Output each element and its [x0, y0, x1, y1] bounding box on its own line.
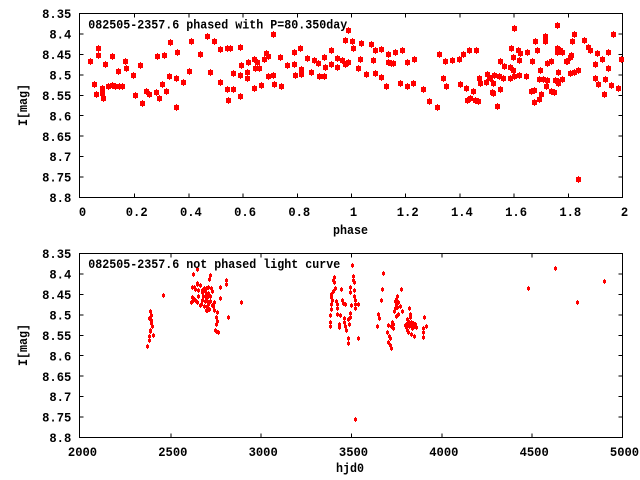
- svg-text:8.55: 8.55: [42, 89, 71, 104]
- svg-text:0.4: 0.4: [180, 205, 202, 220]
- svg-text:5000: 5000: [610, 445, 639, 460]
- svg-text:8.35: 8.35: [42, 247, 71, 262]
- svg-text:1.4: 1.4: [451, 205, 473, 220]
- svg-text:phase: phase: [333, 223, 368, 238]
- svg-text:8.8: 8.8: [49, 191, 71, 206]
- svg-text:8.65: 8.65: [42, 370, 71, 385]
- svg-text:8.75: 8.75: [42, 411, 71, 426]
- svg-text:8.4: 8.4: [49, 28, 71, 43]
- svg-text:0.2: 0.2: [126, 205, 148, 220]
- svg-text:082505-2357.6 phased with P=80: 082505-2357.6 phased with P=80.350day: [88, 17, 347, 32]
- svg-text:8.75: 8.75: [42, 171, 71, 186]
- svg-text:1.6: 1.6: [505, 205, 527, 220]
- svg-text:2: 2: [621, 205, 628, 220]
- svg-text:8.8: 8.8: [49, 431, 71, 446]
- svg-text:8.35: 8.35: [42, 7, 71, 22]
- svg-text:3000: 3000: [249, 445, 278, 460]
- svg-text:8.45: 8.45: [42, 48, 71, 63]
- svg-text:8.6: 8.6: [49, 349, 71, 364]
- svg-text:1: 1: [350, 205, 357, 220]
- svg-text:8.5: 8.5: [49, 68, 71, 83]
- svg-text:4500: 4500: [520, 445, 549, 460]
- svg-text:1.2: 1.2: [397, 205, 419, 220]
- svg-text:hjd0: hjd0: [336, 461, 364, 476]
- svg-text:4000: 4000: [429, 445, 458, 460]
- svg-text:0.6: 0.6: [234, 205, 256, 220]
- svg-text:I[mag]: I[mag]: [16, 84, 31, 126]
- svg-text:2500: 2500: [158, 445, 187, 460]
- svg-text:8.7: 8.7: [49, 390, 71, 405]
- svg-text:8.45: 8.45: [42, 288, 71, 303]
- svg-text:I[mag]: I[mag]: [16, 324, 31, 366]
- svg-text:1.8: 1.8: [559, 205, 581, 220]
- svg-text:0.8: 0.8: [288, 205, 310, 220]
- svg-text:8.7: 8.7: [49, 150, 71, 165]
- svg-text:8.65: 8.65: [42, 130, 71, 145]
- svg-text:8.5: 8.5: [49, 308, 71, 323]
- svg-text:082505-2357.6 not phased light: 082505-2357.6 not phased light curve: [88, 257, 340, 272]
- svg-text:8.55: 8.55: [42, 329, 71, 344]
- svg-text:2000: 2000: [68, 445, 97, 460]
- svg-text:8.6: 8.6: [49, 109, 71, 124]
- svg-text:8.4: 8.4: [49, 268, 71, 283]
- svg-text:3500: 3500: [339, 445, 368, 460]
- svg-text:0: 0: [79, 205, 86, 220]
